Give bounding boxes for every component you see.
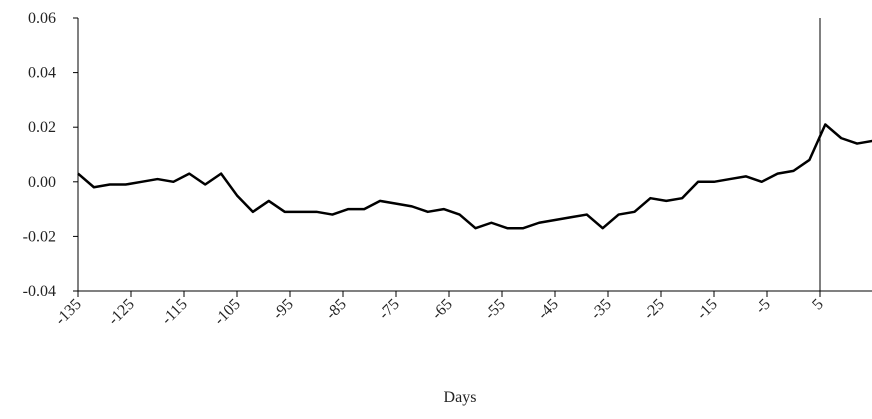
y-tick-label: -0.04 bbox=[23, 283, 56, 300]
data-line bbox=[77, 123, 872, 230]
y-tick-label: 0.00 bbox=[28, 174, 56, 191]
x-tick-label: -15 bbox=[694, 296, 721, 323]
x-tick-label: -95 bbox=[270, 296, 297, 323]
x-tick-label: -5 bbox=[752, 296, 773, 317]
y-tick-label: 0.02 bbox=[28, 119, 56, 136]
x-tick-label: -85 bbox=[323, 296, 350, 323]
x-tick-label: -105 bbox=[211, 296, 244, 329]
y-tick-label: 0.04 bbox=[28, 65, 56, 82]
x-tick-label: -35 bbox=[588, 296, 615, 323]
x-tick-label: -45 bbox=[535, 296, 562, 323]
x-tick-label: -115 bbox=[158, 296, 190, 328]
x-tick-label: 5 bbox=[809, 296, 827, 314]
x-axis-label: Days bbox=[444, 389, 477, 406]
x-tick-label: -25 bbox=[641, 296, 668, 323]
x-tick-label: -75 bbox=[376, 296, 403, 323]
x-tick-label: -65 bbox=[429, 296, 456, 323]
y-tick-label: -0.02 bbox=[23, 228, 56, 245]
x-tick-label: -135 bbox=[52, 296, 85, 329]
x-tick-label: -55 bbox=[482, 296, 509, 323]
y-tick-label: 0.06 bbox=[28, 10, 56, 27]
x-tick-label: -125 bbox=[105, 296, 138, 329]
